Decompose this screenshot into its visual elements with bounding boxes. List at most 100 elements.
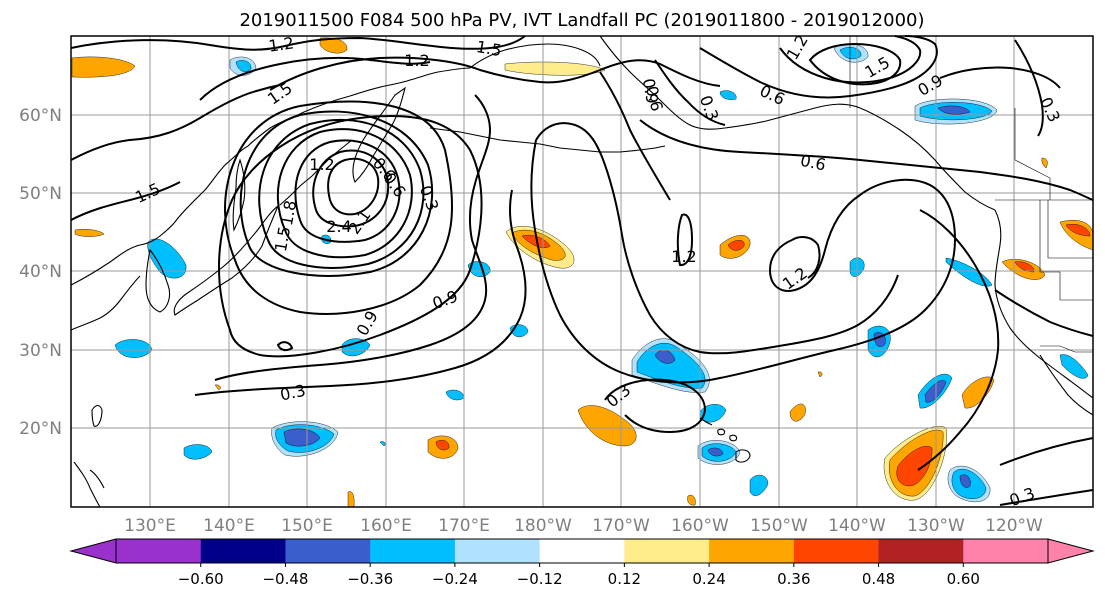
pv-contour: [239, 110, 434, 277]
coastline-north-america-west: [994, 209, 1094, 399]
lon-label: 160°W: [671, 516, 729, 536]
pv-contour: [676, 213, 694, 267]
negative-anomaly-region: [1059, 354, 1089, 379]
colorbar-tick-label: 0.24: [692, 570, 725, 588]
pv-contour: [604, 378, 707, 434]
negative-anomaly-region: [341, 338, 371, 357]
colorbar-tick-label: −0.36: [347, 570, 393, 588]
pv-contour: [530, 139, 957, 384]
border-us-states: [1039, 200, 1093, 301]
contour-label: 0.9: [639, 77, 662, 105]
positive-anomaly-region: [727, 240, 745, 251]
negative-anomaly-region: [707, 447, 724, 457]
pv-contour: [654, 59, 726, 126]
negative-anomaly-region: [283, 428, 321, 447]
contour-label: 2.4: [326, 217, 351, 236]
colorbar-bin: [116, 539, 202, 563]
contour-label: 1.2: [309, 155, 334, 174]
contour-label: 1.5: [475, 37, 503, 60]
pv-contour: [70, 84, 281, 161]
pv-contour: [214, 94, 492, 381]
positive-anomaly-region: [961, 376, 995, 409]
coastline-china: [70, 275, 141, 331]
colorbar-tick-label: 0.60: [947, 570, 980, 588]
lon-label: 170°E: [438, 516, 490, 536]
colorbar-ticks: −0.60 −0.48 −0.36 −0.24 −0.12 0.12 0.24 0.36 0.4…: [178, 563, 980, 588]
pv-contour: [599, 71, 671, 201]
lon-label: 150°W: [750, 516, 808, 536]
colorbar-bin: [454, 539, 541, 563]
colorbar-tick-label: 0.12: [608, 570, 641, 588]
colorbar-bin: [709, 539, 795, 563]
positive-anomaly-region: [577, 405, 637, 447]
coastline-ne-siberia: [469, 43, 601, 69]
pv-contour: [70, 181, 181, 221]
contour-label: 1.2: [267, 33, 295, 55]
colorbar-frame: [115, 538, 1049, 564]
colorbar-bin: [285, 539, 371, 563]
pc-fill-layer: [71, 37, 1094, 508]
negative-anomaly-region: [235, 60, 252, 72]
coastline-sakhalin: [232, 158, 246, 232]
negative-anomaly-region: [749, 474, 769, 496]
lat-label-50n: 50°N: [19, 184, 62, 204]
pv-contour: [194, 189, 527, 396]
colorbar-segments: [69, 538, 1095, 564]
negative-anomaly-region: [937, 105, 971, 115]
pv-contour: [999, 437, 1094, 466]
lon-label: 140°E: [203, 516, 255, 536]
colorbar-bin: [200, 539, 286, 563]
pv-contours: [70, 35, 1094, 506]
pv-contour: [939, 66, 1061, 89]
pv-contour: [294, 139, 401, 243]
pv-contour: [639, 119, 1094, 201]
lon-label: 140°W: [828, 516, 886, 536]
colorbar-tick-label: −0.60: [178, 570, 224, 588]
border-us-mexico: [1040, 345, 1093, 353]
colorbar-bin: [793, 539, 880, 563]
map-panel: 1.2 1.5 1.2 1.5 0.6 0.3 0.6 0.9 0.3 1.5 …: [70, 31, 1094, 510]
longitude-labels: 130°E 140°E 150°E 160°E 170°E 180°W 170°…: [124, 516, 1043, 536]
positive-anomaly-region: [687, 494, 696, 506]
negative-anomaly-region: [183, 444, 213, 460]
contour-label: 1.2: [671, 247, 696, 266]
pv-contour: [218, 114, 483, 358]
negative-anomaly-region: [959, 474, 971, 488]
pv-contour: [224, 100, 453, 315]
positive-anomaly-region: [435, 440, 450, 451]
positive-anomaly-region: [74, 229, 105, 237]
map-frame: [70, 35, 1094, 508]
colorbar-tick-label: 0.48: [862, 570, 895, 588]
contour-label: 1.8: [277, 199, 300, 227]
negative-anomaly-region: [839, 47, 862, 60]
positive-anomaly-region: [214, 384, 221, 391]
lon-label: 120°W: [985, 516, 1043, 536]
pv-contour: [917, 209, 1000, 471]
coastline-kuril-islands: [279, 139, 353, 206]
lat-label-30n: 30°N: [19, 341, 62, 361]
contour-label: 1.2: [404, 51, 429, 70]
pv-contour: [535, 122, 899, 355]
positive-anomaly-region: [71, 56, 136, 78]
positive-anomaly-region: [817, 371, 823, 378]
colorbar-bin: [370, 539, 456, 563]
positive-anomaly-region: [1041, 157, 1048, 169]
contour-label: 1.5: [271, 225, 294, 253]
lat-label-60n: 60°N: [19, 106, 62, 126]
colorbar-bin: [624, 539, 710, 563]
coastline-philippines: [73, 461, 105, 508]
contour-label: 0.6: [799, 151, 828, 175]
positive-anomaly-region: [896, 446, 933, 487]
contour-label: 0.3: [278, 381, 307, 405]
pv-contour: [327, 157, 380, 216]
colorbar-tick-label: −0.48: [262, 570, 308, 588]
colorbar-bin: [963, 539, 1049, 563]
negative-anomaly-region: [467, 261, 491, 277]
coastline-korea: [145, 248, 171, 313]
colorbar: −0.60 −0.48 −0.36 −0.24 −0.12 0.12 0.24 0.36 0.4…: [69, 538, 1095, 588]
negative-anomaly-region: [719, 90, 737, 100]
lon-label: 170°W: [592, 516, 650, 536]
latitude-labels: 60°N 50°N 40°N 30°N 20°N: [19, 106, 62, 439]
pv-contour: [808, 42, 902, 86]
